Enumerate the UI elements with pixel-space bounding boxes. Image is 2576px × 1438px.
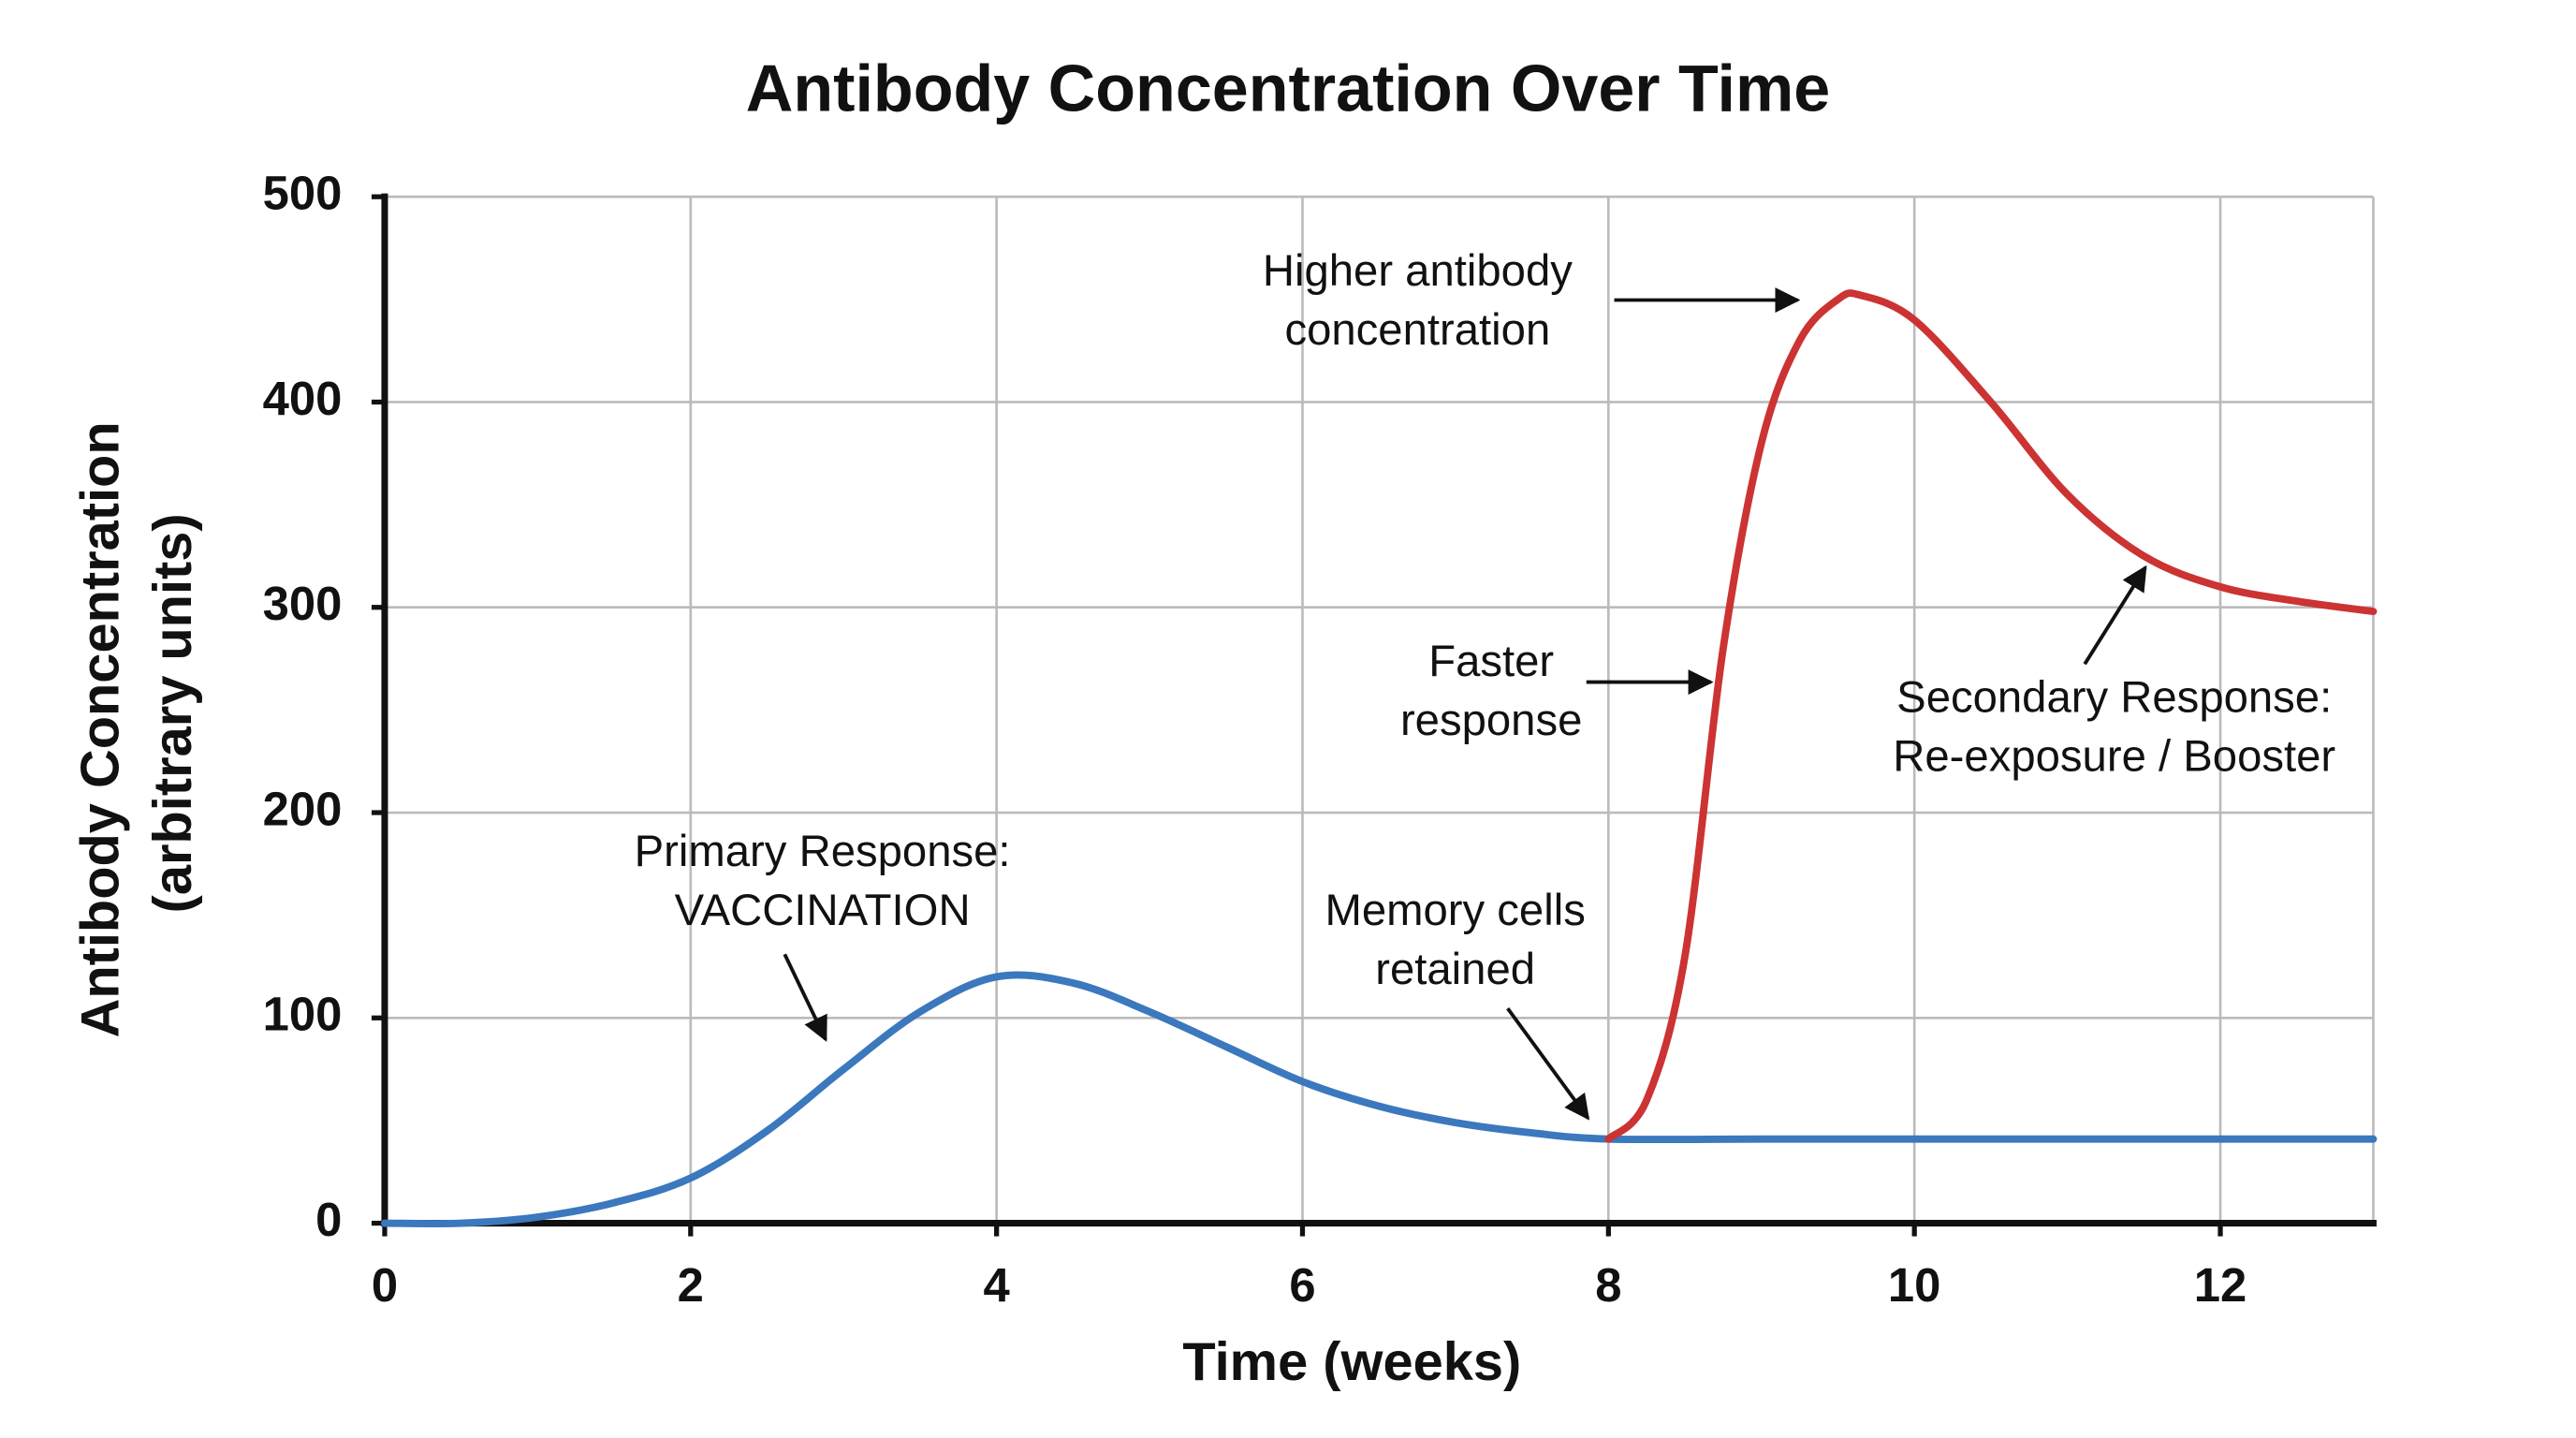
y-axis-label: Antibody Concentration	[71, 421, 131, 1037]
annotation: VACCINATION	[675, 886, 971, 935]
x-axis-label: Time (weeks)	[1182, 1332, 1521, 1392]
data-line	[381, 971, 2378, 1227]
y-axis-label: (arbitrary units)	[143, 513, 203, 913]
annotation: Faster	[1428, 637, 1554, 686]
y-tick-label: 0	[315, 1193, 342, 1246]
x-tick-label: 6	[1289, 1258, 1315, 1312]
x-tick-label: 2	[678, 1258, 704, 1312]
annotation-arrow	[2083, 565, 2147, 666]
chart-title: Antibody Concentration Over Time	[746, 51, 1831, 125]
annotation: Primary Response:	[635, 827, 1011, 876]
annotation: Memory cells	[1325, 886, 1585, 935]
x-tick-label: 0	[372, 1258, 398, 1312]
x-tick-label: 4	[984, 1258, 1010, 1312]
annotation-arrow	[1506, 1006, 1590, 1121]
y-tick-label: 400	[263, 372, 343, 425]
annotation: Higher antibody	[1263, 246, 1573, 296]
annotation: Re-exposure / Booster	[1893, 731, 2335, 781]
annotation-arrow	[783, 953, 827, 1042]
x-tick-label: 10	[1888, 1258, 1940, 1312]
annotation: response	[1400, 696, 1582, 745]
annotation: concentration	[1284, 305, 1550, 355]
data-line	[1604, 289, 2378, 1143]
x-tick-label: 12	[2194, 1258, 2247, 1312]
annotation: Secondary Response:	[1896, 672, 2332, 722]
y-tick-label: 200	[263, 782, 343, 835]
y-tick-label: 100	[263, 988, 343, 1041]
y-tick-label: 500	[263, 167, 343, 220]
y-tick-label: 300	[263, 577, 343, 630]
annotation: retained	[1375, 945, 1535, 994]
x-tick-label: 8	[1595, 1258, 1621, 1312]
